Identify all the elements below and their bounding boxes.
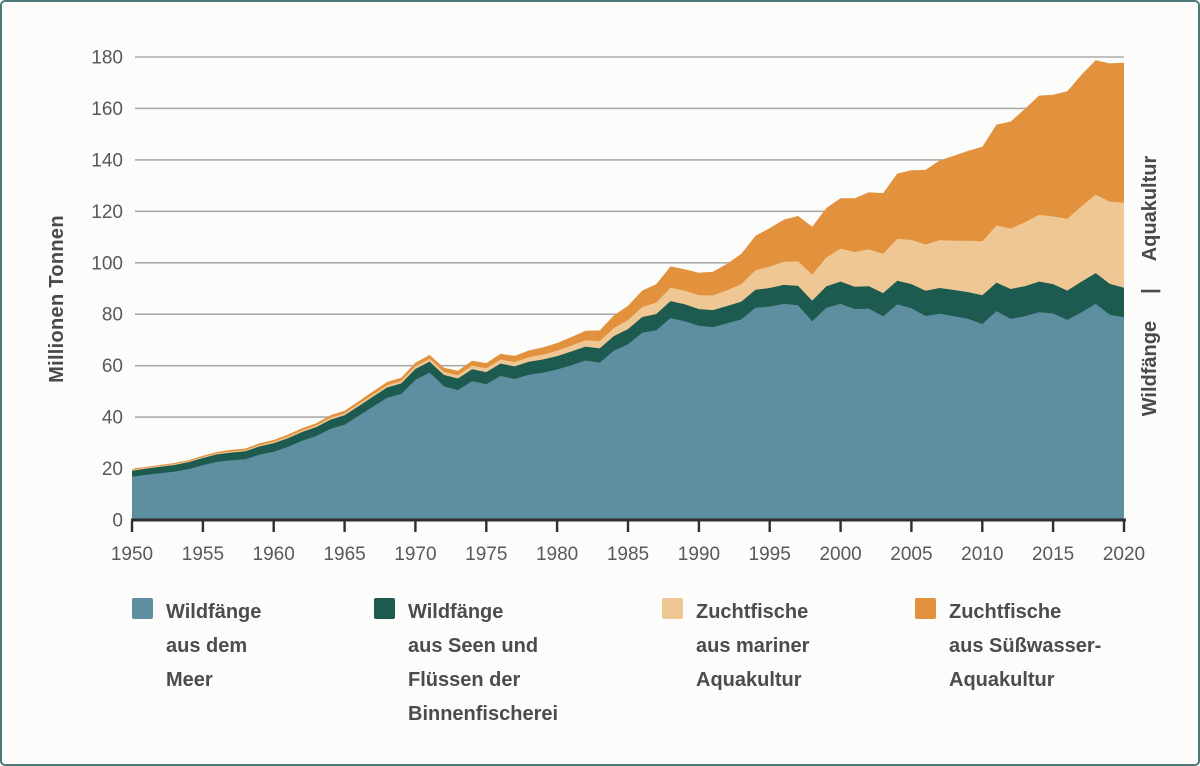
y-tick-label-20: 20 [102,459,123,480]
right-label-wildfaenge: Wildfänge [1138,320,1161,417]
x-tick-label-1965: 1965 [323,544,365,565]
legend-label-zuchtfische-suesswasser: Zuchtfische aus Süßwasser- Aquakultur [949,601,1102,691]
x-tick-label-1950: 1950 [111,544,153,565]
right-axis-annotation: Wildfänge | Aquakultur [1137,116,1163,456]
right-label-aquakultur: Aquakultur [1138,155,1161,262]
x-tick-label-1990: 1990 [678,544,720,565]
x-tick-label-2015: 2015 [1032,544,1074,565]
y-tick-label-140: 140 [91,150,123,171]
x-tick-label-1975: 1975 [465,544,507,565]
legend-item-zuchtfische-marin: Zuchtfische aus mariner Aquakultur [662,595,809,697]
y-tick-label-80: 80 [102,305,123,326]
y-tick-label-60: 60 [102,356,123,377]
legend-item-wildfaenge-meer: Wildfänge aus dem Meer [132,595,261,697]
y-tick-label-160: 160 [91,99,123,120]
x-tick-label-1995: 1995 [749,544,791,565]
legend-item-wildfaenge-binnen: Wildfänge aus Seen und Flüssen der Binne… [374,595,558,731]
x-tick-label-1985: 1985 [607,544,649,565]
legend-swatch-wildfaenge-meer [132,598,153,619]
legend-item-zuchtfische-suesswasser: Zuchtfische aus Süßwasser- Aquakultur [915,595,1101,697]
legend-label-wildfaenge-meer: Wildfänge aus dem Meer [166,601,262,691]
legend-label-wildfaenge-binnen: Wildfänge aus Seen und Flüssen der Binne… [408,601,559,725]
stacked-area-chart: 1950 1955 1960 1965 1970 1975 1980 1985 1990 1995… [91,48,1145,566]
y-tick-label-120: 120 [91,202,123,223]
x-tick-label-2000: 2000 [819,544,861,565]
legend-label-zuchtfische-marin: Zuchtfische aus mariner Aquakultur [696,601,810,691]
y-tick-label-180: 180 [91,48,123,69]
x-tick-label-1980: 1980 [536,544,578,565]
legend-swatch-zuchtfische-suesswasser [915,598,936,619]
x-tick-label-2010: 2010 [961,544,1003,565]
x-tick-label-1955: 1955 [182,544,224,565]
x-tick-label-2020: 2020 [1103,544,1145,565]
legend-swatch-zuchtfische-marin [662,598,683,619]
y-tick-label-0: 0 [112,511,123,532]
x-tick-label-1960: 1960 [253,544,295,565]
legend-swatch-wildfaenge-binnen [374,598,395,619]
x-tick-label-2005: 2005 [890,544,932,565]
area-series-0 [132,303,1124,520]
chart-legend: Wildfänge aus dem Meer Wildfänge aus See… [2,595,1198,755]
y-tick-label-40: 40 [102,408,123,429]
right-label-separator: | [1138,288,1161,294]
x-tick-label-1970: 1970 [394,544,436,565]
y-tick-label-100: 100 [91,253,123,274]
